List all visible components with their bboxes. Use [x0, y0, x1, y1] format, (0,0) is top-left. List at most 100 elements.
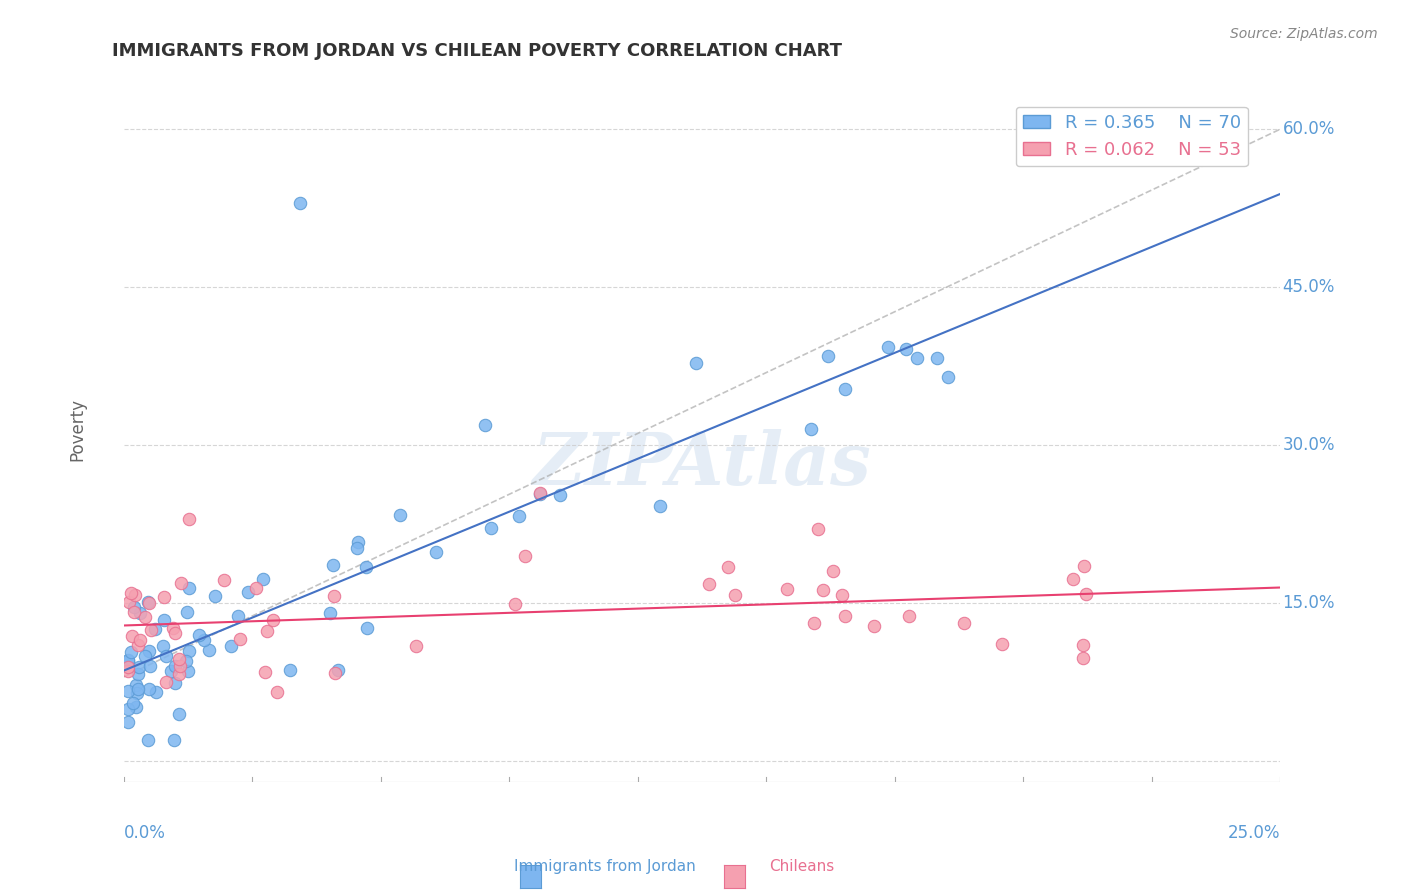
- Point: [139, 624, 162, 638]
- Point: [127, 681, 149, 696]
- Point: [685, 356, 707, 370]
- Point: [127, 638, 149, 652]
- Point: [346, 541, 368, 555]
- Point: [252, 572, 274, 586]
- Point: [153, 613, 176, 627]
- Point: [177, 512, 200, 526]
- Point: [831, 588, 853, 602]
- Text: Source: ZipAtlas.com: Source: ZipAtlas.com: [1230, 27, 1378, 41]
- Point: [834, 608, 856, 623]
- Point: [145, 622, 167, 636]
- Text: 25.0%: 25.0%: [1227, 824, 1279, 842]
- Point: [354, 559, 377, 574]
- Point: [952, 615, 974, 630]
- Point: [529, 486, 551, 500]
- Point: [256, 624, 278, 639]
- Point: [160, 664, 183, 678]
- Point: [170, 576, 193, 591]
- Point: [262, 613, 284, 627]
- Point: [162, 621, 184, 635]
- Point: [389, 508, 412, 523]
- Point: [515, 549, 537, 563]
- Point: [198, 642, 221, 657]
- Point: [117, 654, 139, 668]
- Point: [897, 609, 920, 624]
- Point: [346, 535, 368, 549]
- Point: [128, 659, 150, 673]
- Point: [117, 660, 139, 674]
- Text: Chileans: Chileans: [769, 859, 834, 874]
- Point: [176, 664, 198, 678]
- Text: 0.0%: 0.0%: [124, 824, 166, 842]
- Point: [1073, 558, 1095, 573]
- Point: [204, 589, 226, 603]
- Point: [169, 667, 191, 681]
- Point: [193, 632, 215, 647]
- Point: [1071, 639, 1094, 653]
- Point: [165, 676, 187, 690]
- Point: [1062, 572, 1084, 586]
- Point: [167, 706, 190, 721]
- Point: [121, 696, 143, 710]
- Point: [127, 667, 149, 681]
- Point: [145, 685, 167, 699]
- Point: [717, 560, 740, 574]
- Point: [125, 686, 148, 700]
- Text: Immigrants from Jordan: Immigrants from Jordan: [513, 859, 696, 874]
- Point: [136, 733, 159, 747]
- Point: [155, 674, 177, 689]
- Point: [219, 639, 242, 653]
- Point: [474, 418, 496, 433]
- Point: [503, 597, 526, 611]
- Point: [356, 621, 378, 635]
- Point: [405, 639, 427, 653]
- Point: [138, 597, 160, 611]
- Point: [129, 606, 152, 620]
- Point: [863, 619, 886, 633]
- Point: [129, 632, 152, 647]
- Point: [136, 595, 159, 609]
- Text: ZIPAtlas: ZIPAtlas: [533, 429, 872, 500]
- Point: [118, 595, 141, 609]
- Point: [228, 609, 250, 624]
- Point: [122, 599, 145, 614]
- Point: [212, 573, 235, 587]
- Point: [1071, 650, 1094, 665]
- Point: [121, 629, 143, 643]
- Point: [479, 521, 502, 535]
- Point: [650, 499, 672, 513]
- Point: [1076, 587, 1098, 601]
- Point: [253, 665, 276, 679]
- Text: 30.0%: 30.0%: [1282, 436, 1334, 454]
- Point: [245, 582, 267, 596]
- Point: [176, 605, 198, 619]
- Point: [117, 684, 139, 698]
- Text: 45.0%: 45.0%: [1282, 278, 1334, 296]
- Point: [834, 382, 856, 396]
- Point: [169, 652, 191, 666]
- Point: [697, 577, 720, 591]
- Text: 60.0%: 60.0%: [1282, 120, 1334, 138]
- Point: [165, 626, 187, 640]
- Point: [124, 588, 146, 602]
- Point: [817, 350, 839, 364]
- Point: [188, 628, 211, 642]
- Point: [117, 664, 139, 678]
- Point: [803, 615, 825, 630]
- Point: [155, 648, 177, 663]
- Point: [174, 654, 197, 668]
- Point: [124, 700, 146, 714]
- Text: Poverty: Poverty: [69, 398, 87, 461]
- Point: [323, 665, 346, 680]
- Point: [326, 663, 349, 677]
- Text: IMMIGRANTS FROM JORDAN VS CHILEAN POVERTY CORRELATION CHART: IMMIGRANTS FROM JORDAN VS CHILEAN POVERT…: [112, 42, 842, 60]
- Point: [894, 342, 917, 356]
- Point: [800, 422, 823, 436]
- Point: [163, 733, 186, 747]
- Point: [288, 196, 311, 211]
- Text: 15.0%: 15.0%: [1282, 594, 1334, 612]
- Legend: R = 0.365    N = 70, R = 0.062    N = 53: R = 0.365 N = 70, R = 0.062 N = 53: [1015, 107, 1249, 166]
- Point: [266, 685, 288, 699]
- Point: [319, 607, 342, 621]
- Point: [550, 488, 572, 502]
